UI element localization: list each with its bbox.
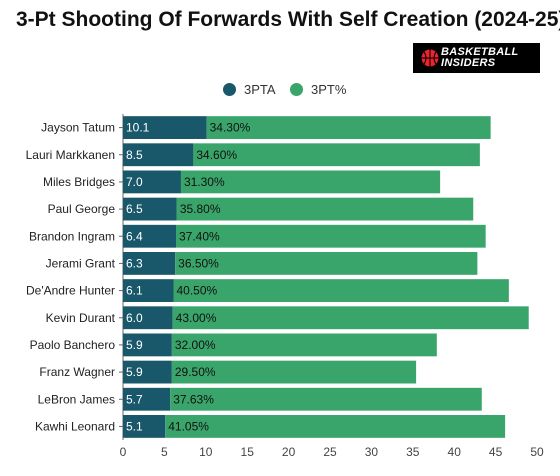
x-tick-label: 20	[282, 445, 296, 459]
category-label: De'Andre Hunter	[26, 284, 115, 298]
data-label-3pta: 5.9	[126, 338, 143, 352]
x-tick-label: 10	[199, 445, 213, 459]
x-tick-label: 5	[161, 445, 168, 459]
legend-label-3pta: 3PTA	[244, 81, 276, 97]
bar-3pt-pct	[175, 252, 478, 275]
data-label-3pta: 6.5	[126, 202, 143, 216]
category-label: Lauri Markkanen	[26, 148, 115, 162]
bar-3pt-pct	[171, 360, 417, 384]
bar-3pt-pct	[176, 197, 474, 221]
x-tick-label: 45	[489, 445, 503, 459]
legend-swatch-3pt-pct	[290, 82, 303, 96]
data-label-3pta: 10.1	[126, 121, 150, 135]
bar-3pt-pct	[170, 387, 482, 411]
data-label-3pta: 6.0	[126, 311, 143, 325]
category-label: LeBron James	[38, 392, 115, 406]
x-tick-label: 30	[365, 445, 379, 459]
data-label-3pt-pct: 36.50%	[178, 256, 219, 270]
data-label-3pt-pct: 31.30%	[184, 175, 225, 189]
data-label-3pta: 8.5	[126, 148, 143, 162]
data-label-3pt-pct: 37.63%	[173, 392, 214, 406]
data-label-3pta: 5.7	[126, 392, 143, 406]
data-label-3pt-pct: 29.50%	[175, 365, 216, 379]
x-tick-label: 25	[323, 445, 337, 459]
data-label-3pta: 6.1	[126, 284, 143, 298]
data-label-3pta: 5.9	[126, 365, 143, 379]
bar-3pt-pct	[175, 224, 486, 248]
category-label: Kevin Durant	[46, 311, 116, 325]
bar-3pta	[123, 333, 172, 357]
bar-3pta	[123, 415, 166, 438]
basketball-icon	[421, 49, 439, 67]
data-label-3pt-pct: 34.60%	[196, 148, 237, 162]
bar-3pta	[123, 387, 171, 411]
bar-3pt-pct	[173, 279, 509, 302]
data-label-3pt-pct: 37.40%	[179, 229, 220, 243]
data-label-3pt-pct: 43.00%	[176, 311, 217, 325]
x-tick-label: 15	[241, 445, 255, 459]
data-label-3pt-pct: 34.30%	[210, 121, 251, 135]
brand-logo: BASKETBALL INSIDERS	[413, 43, 540, 73]
logo-text-line-2: INSIDERS	[441, 57, 496, 69]
category-label: Jerami Grant	[46, 256, 116, 270]
bar-3pta	[123, 197, 177, 221]
x-tick-label: 50	[530, 445, 544, 459]
category-label: Brandon Ingram	[29, 229, 115, 243]
bar-3pt-pct	[171, 333, 437, 357]
data-label-3pta: 5.1	[126, 419, 143, 433]
data-label-3pt-pct: 40.50%	[177, 284, 218, 298]
data-label-3pta: 7.0	[126, 175, 143, 189]
logo-text-line-1: BASKETBALL	[441, 46, 519, 58]
legend-swatch-3pta	[223, 82, 236, 96]
x-tick-label: 0	[120, 445, 127, 459]
bar-3pta	[123, 306, 173, 330]
category-label: Franz Wagner	[39, 365, 115, 379]
bar-3pta	[123, 279, 174, 302]
bar-3pta	[123, 224, 176, 248]
data-label-3pt-pct: 35.80%	[180, 202, 221, 216]
bar-3pt-pct	[206, 116, 491, 139]
bar-3pta	[123, 116, 207, 139]
bar-3pt-pct	[180, 170, 441, 194]
category-label: Paul George	[48, 202, 116, 216]
data-label-3pt-pct: 41.05%	[168, 419, 209, 433]
bar-3pt-pct	[165, 415, 506, 438]
bar-3pta	[123, 170, 181, 194]
data-label-3pta: 6.4	[126, 229, 143, 243]
legend-label-3pt-pct: 3PT%	[311, 81, 347, 97]
bar-3pt-pct	[172, 306, 529, 330]
data-label-3pta: 6.3	[126, 256, 143, 270]
bar-3pta	[123, 143, 194, 167]
category-label: Kawhi Leonard	[35, 419, 115, 433]
chart-title: 3-Pt Shooting Of Forwards With Self Crea…	[16, 8, 560, 31]
category-label: Jayson Tatum	[41, 121, 115, 135]
category-label: Paolo Banchero	[30, 338, 116, 352]
legend-item-3pta[interactable]: 3PTA	[223, 79, 276, 99]
chart-legend: 3PTA 3PT%	[0, 79, 560, 99]
category-label: Miles Bridges	[43, 175, 115, 189]
bar-3pt-pct	[193, 143, 480, 167]
x-tick-label: 40	[448, 445, 462, 459]
bar-3pta	[123, 252, 176, 275]
x-tick-label: 35	[406, 445, 420, 459]
data-label-3pt-pct: 32.00%	[175, 338, 216, 352]
bar-3pta	[123, 360, 172, 384]
legend-item-3pt-pct[interactable]: 3PT%	[290, 79, 346, 99]
